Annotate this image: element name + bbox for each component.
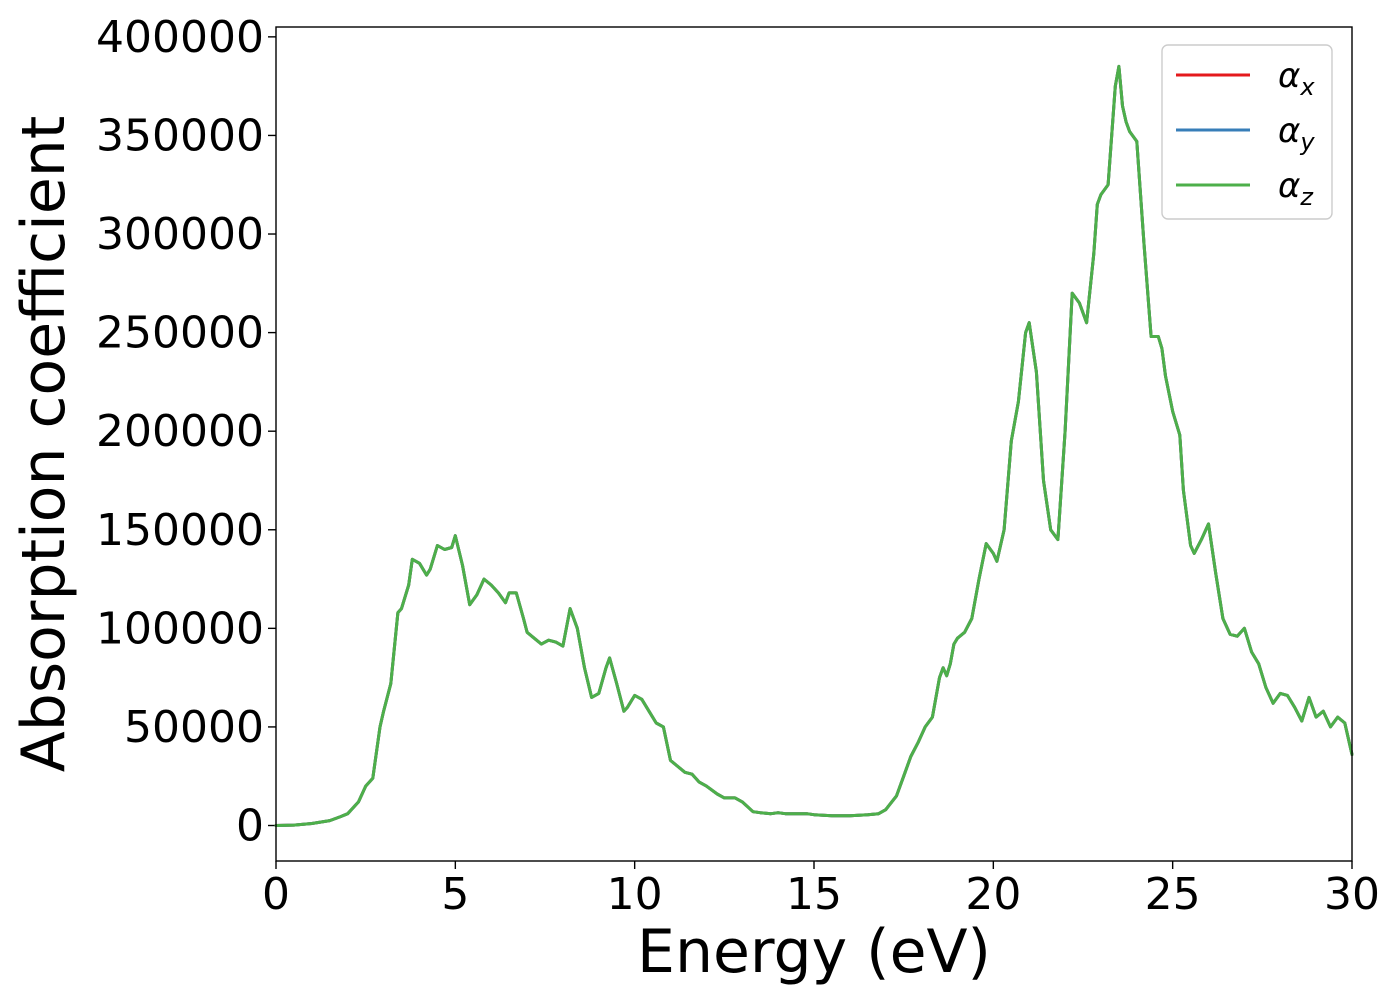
- x-tick-label: 20: [965, 869, 1021, 920]
- x-tick-label: 5: [441, 869, 469, 920]
- y-tick-label: 400000: [96, 12, 264, 63]
- legend-label: αz: [1278, 166, 1314, 211]
- legend: αx αy αz: [1161, 44, 1333, 220]
- y-tick-label: 50000: [124, 702, 264, 753]
- legend-label: αx: [1278, 56, 1315, 101]
- x-tick-label: 0: [262, 869, 290, 920]
- y-tick-label: 250000: [96, 308, 264, 359]
- x-tick-label: 10: [607, 869, 663, 920]
- series-line-3: [274, 64, 1354, 827]
- y-tick-label: 300000: [96, 209, 264, 260]
- y-tick-label: 0: [236, 801, 264, 852]
- y-ticks: 0 50000 100000 150000 200000 250000 300000 3500…: [96, 12, 276, 852]
- y-tick-label: 350000: [96, 110, 264, 161]
- legend-box: [1161, 44, 1333, 220]
- legend-entries: αx αy αz: [1176, 56, 1315, 211]
- x-tick-label: 30: [1324, 869, 1380, 920]
- legend-label: αy: [1278, 111, 1315, 156]
- x-ticks: 0 5 10 15 20 25 30: [262, 861, 1380, 920]
- x-tick-label: 25: [1145, 869, 1201, 920]
- x-tick-label: 15: [786, 869, 842, 920]
- y-tick-label: 150000: [96, 505, 264, 556]
- y-tick-label: 100000: [96, 603, 264, 654]
- y-tick-label: 200000: [96, 406, 264, 457]
- y-axis-label: Absorption coefficient: [9, 116, 79, 773]
- x-axis-label: Energy (eV): [637, 917, 991, 987]
- series-lines: [274, 64, 1354, 827]
- plot-frame: [275, 26, 1353, 862]
